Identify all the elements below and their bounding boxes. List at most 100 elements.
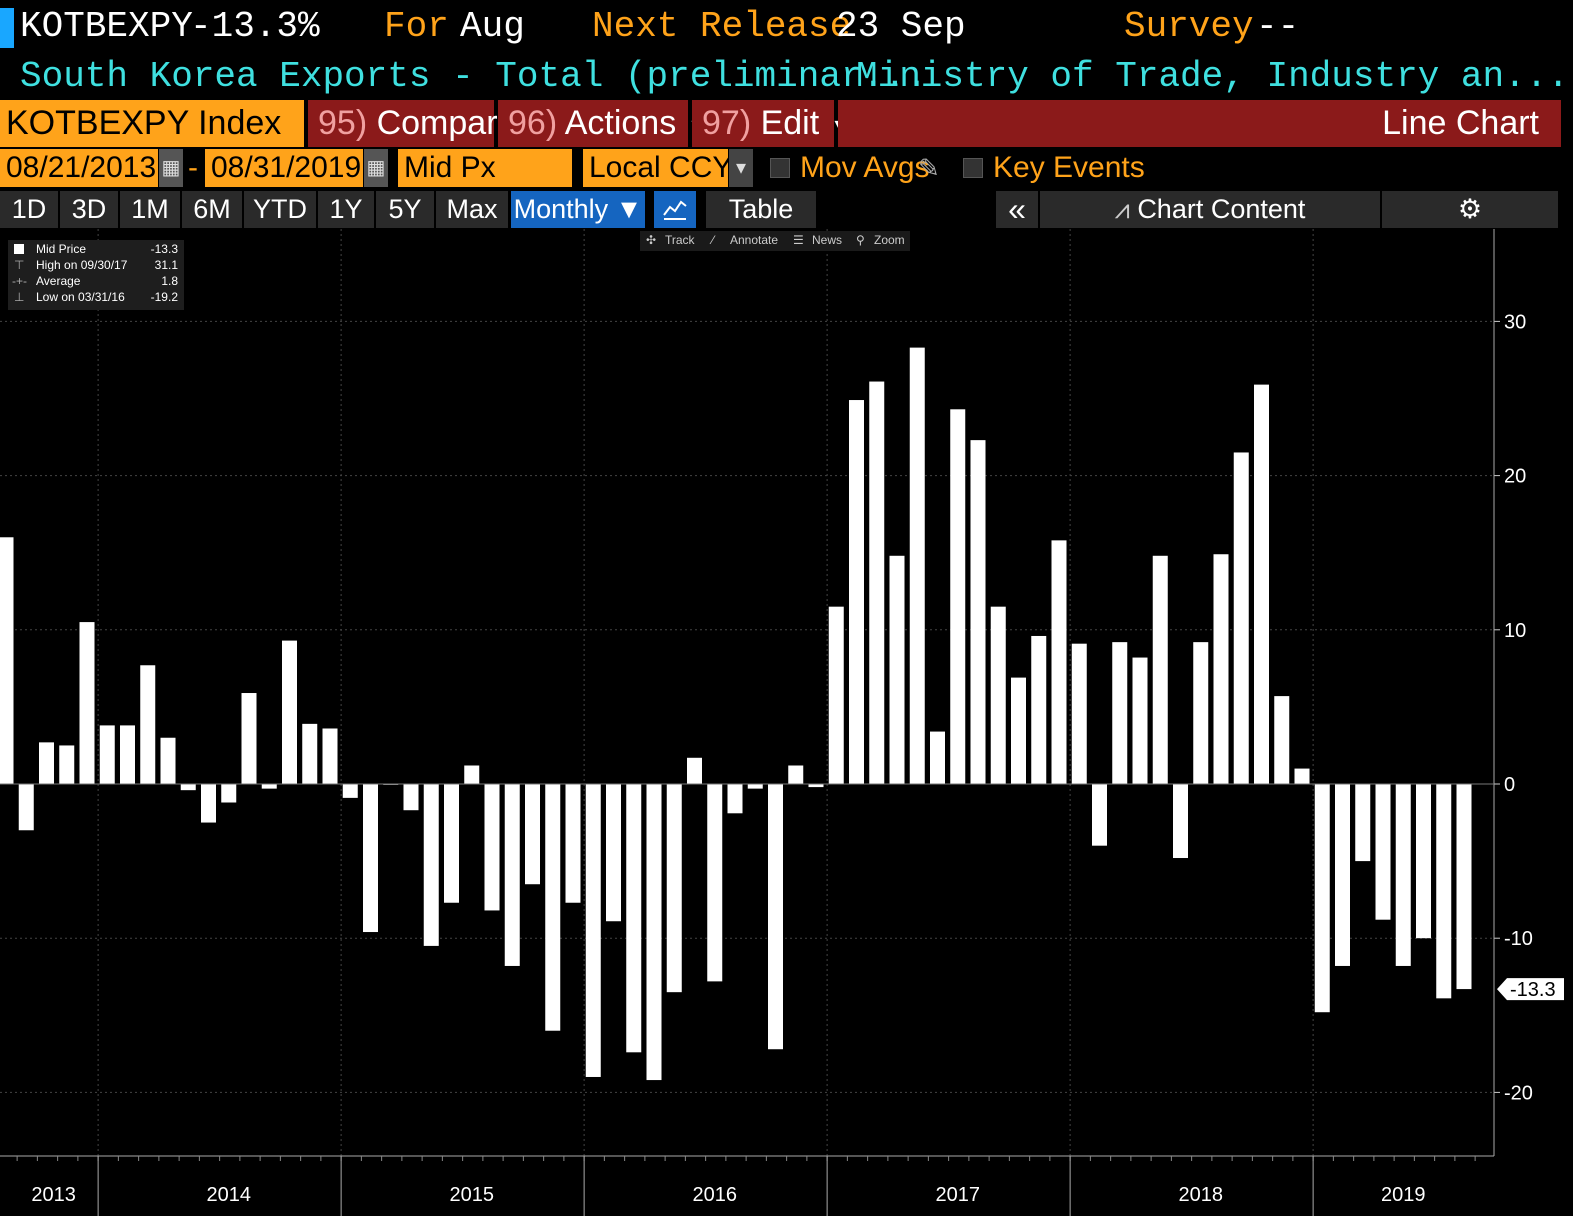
bar-2019-05 — [1395, 784, 1411, 966]
period-5y-button[interactable]: 5Y — [376, 191, 434, 228]
key-events-checkbox[interactable] — [963, 158, 983, 178]
bar-2019-08 — [1456, 784, 1472, 990]
period-1m-button[interactable]: 1M — [120, 191, 180, 228]
period-max-button[interactable]: Max — [436, 191, 508, 228]
bar-2018-11 — [1274, 696, 1290, 784]
bar-2015-05 — [423, 784, 439, 946]
bar-2013-09 — [18, 784, 34, 831]
bar-2019-02 — [1335, 784, 1350, 966]
bar-2015-04 — [403, 784, 419, 811]
survey-label: Survey — [1124, 6, 1254, 47]
news-icon[interactable]: ☰ — [793, 233, 804, 247]
bar-2016-12 — [808, 784, 824, 788]
legend-avg-label: Average — [36, 274, 81, 288]
bar-2014-05 — [180, 784, 196, 791]
chart-legend: Mid Price -13.3 ⊤ High on 09/30/17 31.1 … — [8, 240, 184, 310]
zoom-tool[interactable]: Zoom — [874, 233, 905, 247]
chart-type-title: Line Chart — [838, 100, 1561, 147]
bar-2018-08 — [1213, 554, 1229, 784]
bar-2014-03 — [140, 665, 156, 784]
bar-2017-12 — [1051, 540, 1067, 784]
bar-2015-10 — [525, 784, 540, 885]
currency-select[interactable]: Local CCY — [583, 149, 732, 187]
bar-2015-11 — [545, 784, 561, 1031]
data-source: Ministry of Trade, Industry an... — [856, 56, 1569, 97]
calendar-icon[interactable]: ▦ — [159, 149, 183, 187]
compare-button[interactable]: 95) Compare — [308, 100, 516, 147]
bar-2013-12 — [79, 622, 95, 784]
calendar-icon[interactable]: ▦ — [364, 149, 388, 187]
currency-dropdown-icon[interactable]: ▾ — [729, 149, 753, 187]
security-input[interactable]: KOTBEXPY Index — [0, 100, 304, 147]
actions-number: 96) — [508, 104, 558, 142]
table-button[interactable]: Table — [706, 191, 816, 228]
bar-2019-03 — [1355, 784, 1371, 862]
bar-2019-07 — [1436, 784, 1452, 999]
frequency-select[interactable]: Monthly ▼ — [511, 191, 645, 228]
bar-2014-02 — [120, 725, 135, 784]
period-ytd-button[interactable]: YTD — [244, 191, 316, 228]
period-1y-button[interactable]: 1Y — [318, 191, 374, 228]
for-label: For — [384, 6, 449, 47]
start-date-input[interactable]: 08/21/2013 — [0, 149, 158, 187]
bar-2016-05 — [666, 784, 682, 993]
legend-avg-value: 1.8 — [161, 274, 178, 288]
mov-avgs-label: Mov Avgs — [800, 151, 930, 184]
period-toolbar: 1D 3D 1M 6M YTD 1Y 5Y Max Monthly ▼ Tabl… — [0, 189, 1573, 229]
key-events-label: Key Events — [993, 151, 1145, 184]
settings-gear-icon[interactable]: ⚙ — [1382, 191, 1558, 228]
x-year-label: 2015 — [450, 1184, 495, 1206]
bar-2014-11 — [302, 723, 318, 784]
end-date-input[interactable]: 08/31/2019 — [205, 149, 363, 187]
edit-label: Edit — [760, 104, 820, 142]
bar-2017-07 — [950, 409, 966, 784]
bar-2015-09 — [504, 784, 520, 966]
date-toolbar: 08/21/2013 ▦ - 08/31/2019 ▦ Mid Px Local… — [0, 149, 1573, 189]
y-tick-label: 0 — [1504, 774, 1515, 796]
chart-content-button[interactable]: ⩘ Chart Content — [1040, 191, 1380, 228]
high-marker-icon: ⊤ — [14, 258, 25, 272]
bar-2017-06 — [930, 731, 945, 784]
bar-2018-10 — [1254, 384, 1269, 784]
actions-button[interactable]: 96) Actions▼ — [498, 100, 704, 147]
pencil-icon[interactable]: ✎ — [918, 153, 940, 183]
bar-2016-10 — [768, 784, 783, 1050]
y-tick-label: -10 — [1504, 928, 1533, 950]
last-value: -13.3% — [190, 6, 320, 47]
edit-button[interactable]: 97) Edit▼ — [692, 100, 847, 147]
x-year-label: 2016 — [693, 1184, 738, 1206]
chart-tools: ✣ Track ⁄ Annotate ☰ News ⚲ Zoom — [640, 231, 910, 251]
bar-2015-06 — [444, 784, 459, 903]
period-3d-button[interactable]: 3D — [60, 191, 118, 228]
bar-2017-01 — [828, 606, 844, 784]
track-tool[interactable]: Track — [665, 233, 695, 247]
last-value-label: -13.3 — [1510, 979, 1556, 1001]
annotate-tool[interactable]: Annotate — [730, 233, 779, 247]
bar-2018-02 — [1092, 784, 1107, 846]
price-field-select[interactable]: Mid Px — [398, 149, 572, 187]
period-1d-button[interactable]: 1D — [0, 191, 58, 228]
bar-2019-06 — [1416, 784, 1431, 939]
legend-low-value: -19.2 — [150, 290, 178, 304]
collapse-icon[interactable]: « — [996, 191, 1038, 228]
bar-2016-04 — [646, 784, 662, 1081]
bar-2014-06 — [201, 784, 216, 823]
description-line: South Korea Exports - Total (preliminar.… — [0, 54, 1573, 100]
legend-low-label: Low on 03/31/16 — [36, 290, 125, 304]
legend-high-label: High on 09/30/17 — [36, 258, 128, 272]
date-separator: - — [188, 151, 198, 184]
annotate-icon[interactable]: ⁄ — [712, 233, 715, 247]
bar-2014-08 — [241, 693, 257, 784]
security-header: KOTBEXPY -13.3% For Aug Next Release 23 … — [0, 0, 1573, 54]
compare-label: Compare — [376, 104, 517, 142]
track-icon[interactable]: ✣ — [646, 233, 657, 247]
news-tool[interactable]: News — [812, 233, 843, 247]
mov-avgs-checkbox[interactable] — [770, 158, 790, 178]
bar-2018-09 — [1233, 452, 1249, 784]
period-6m-button[interactable]: 6M — [182, 191, 242, 228]
x-year-label: 2014 — [207, 1184, 252, 1206]
chart-content-icon: ⩘ — [1114, 194, 1138, 224]
line-chart-icon[interactable] — [654, 191, 696, 228]
zoom-icon[interactable]: ⚲ — [856, 233, 865, 247]
bar-2015-07 — [464, 765, 480, 784]
